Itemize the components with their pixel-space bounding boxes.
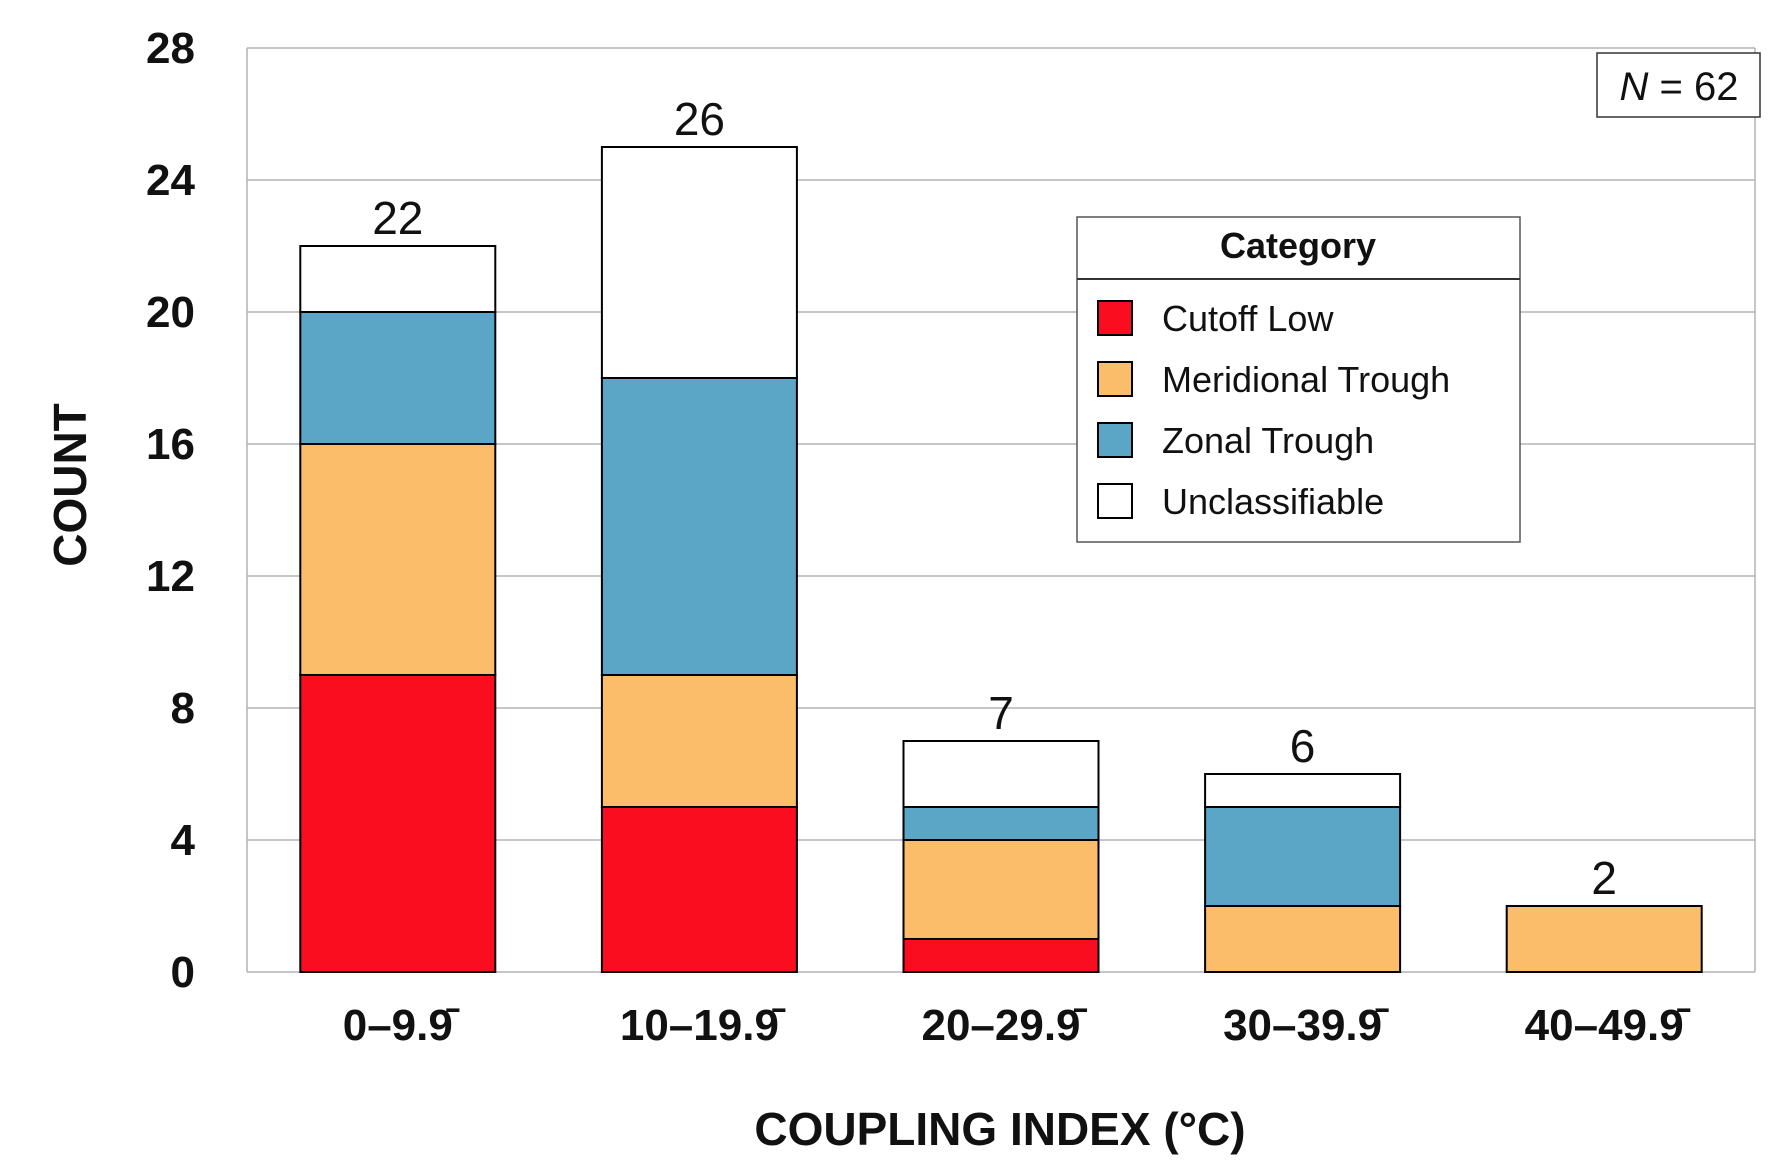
- svg-text:N = 62: N = 62: [1620, 65, 1739, 109]
- legend-swatch: [1097, 361, 1133, 397]
- y-tick-label: 24: [146, 156, 195, 205]
- bar-total-label: 22: [372, 192, 423, 244]
- legend-label: Meridional Trough: [1162, 359, 1450, 400]
- bar-segment-meridional-trough: [902, 839, 1100, 940]
- y-tick-label: 20: [146, 288, 195, 337]
- bar-segment-meridional-trough: [600, 674, 798, 808]
- bar-total-labels: 22 26 7 6 2: [372, 93, 1617, 904]
- bar-segment-zonal-trough: [299, 311, 497, 445]
- y-tick-label: 8: [171, 684, 195, 733]
- y-tick-label: 12: [146, 552, 195, 601]
- x-tick-label: 30–39.9̄: [1223, 1001, 1389, 1050]
- legend-swatch: [1097, 422, 1133, 458]
- x-tick-label: 0–9.9̄: [343, 1001, 460, 1050]
- y-tick-label: 28: [146, 24, 195, 73]
- bar-segment-zonal-trough: [600, 377, 798, 676]
- y-axis-title: COUNT: [44, 403, 96, 567]
- bar-segment-zonal-trough: [1204, 806, 1402, 907]
- bar-segment-cutoff-low: [600, 806, 798, 973]
- sample-size-box: N = 62: [1596, 52, 1761, 118]
- legend: Category Cutoff Low Meridional Trough Zona…: [1076, 216, 1521, 543]
- y-tick-label: 16: [146, 420, 195, 469]
- x-tick-label: 40–49.9̄: [1525, 1001, 1691, 1050]
- bar-segment-unclassifiable: [902, 740, 1100, 808]
- bar-total-label: 2: [1591, 852, 1617, 904]
- bar-segment-cutoff-low: [902, 938, 1100, 973]
- bar-segment-cutoff-low: [299, 674, 497, 973]
- bar-segment-unclassifiable: [600, 146, 798, 379]
- legend-label: Cutoff Low: [1162, 298, 1334, 339]
- legend-swatch: [1097, 483, 1133, 519]
- sample-size-value: = 62: [1648, 65, 1738, 109]
- bar-segment-unclassifiable: [1204, 773, 1402, 808]
- x-tick-label: 10–19.9̄: [620, 1001, 786, 1050]
- bar-segment-meridional-trough: [1505, 905, 1703, 973]
- legend-title: Category: [1220, 225, 1376, 266]
- legend-swatch: [1097, 300, 1133, 336]
- x-axis-title: COUPLING INDEX (°C): [754, 1103, 1245, 1155]
- sample-size-symbol: N: [1620, 65, 1649, 109]
- bar-segment-meridional-trough: [299, 443, 497, 676]
- legend-label: Zonal Trough: [1162, 420, 1374, 461]
- y-axis-ticks: 0 4 8 12 16 20 24 28: [146, 24, 195, 997]
- x-axis-ticks: 0–9.9̄ 10–19.9̄ 20–29.9̄ 30–39.9̄ 40–49.9̄: [343, 1001, 1691, 1050]
- y-tick-label: 0: [171, 948, 195, 997]
- bar-total-label: 26: [674, 93, 725, 145]
- bar-total-label: 7: [988, 687, 1014, 739]
- x-tick-label: 20–29.9̄: [921, 1001, 1087, 1050]
- bar-segment-meridional-trough: [1204, 905, 1402, 973]
- y-tick-label: 4: [171, 816, 196, 865]
- gridlines: [246, 47, 1756, 973]
- bar-total-label: 6: [1290, 720, 1316, 772]
- legend-label: Unclassifiable: [1162, 481, 1384, 522]
- bars: [299, 146, 1703, 973]
- bar-segment-zonal-trough: [902, 806, 1100, 841]
- bar-segment-unclassifiable: [299, 245, 497, 313]
